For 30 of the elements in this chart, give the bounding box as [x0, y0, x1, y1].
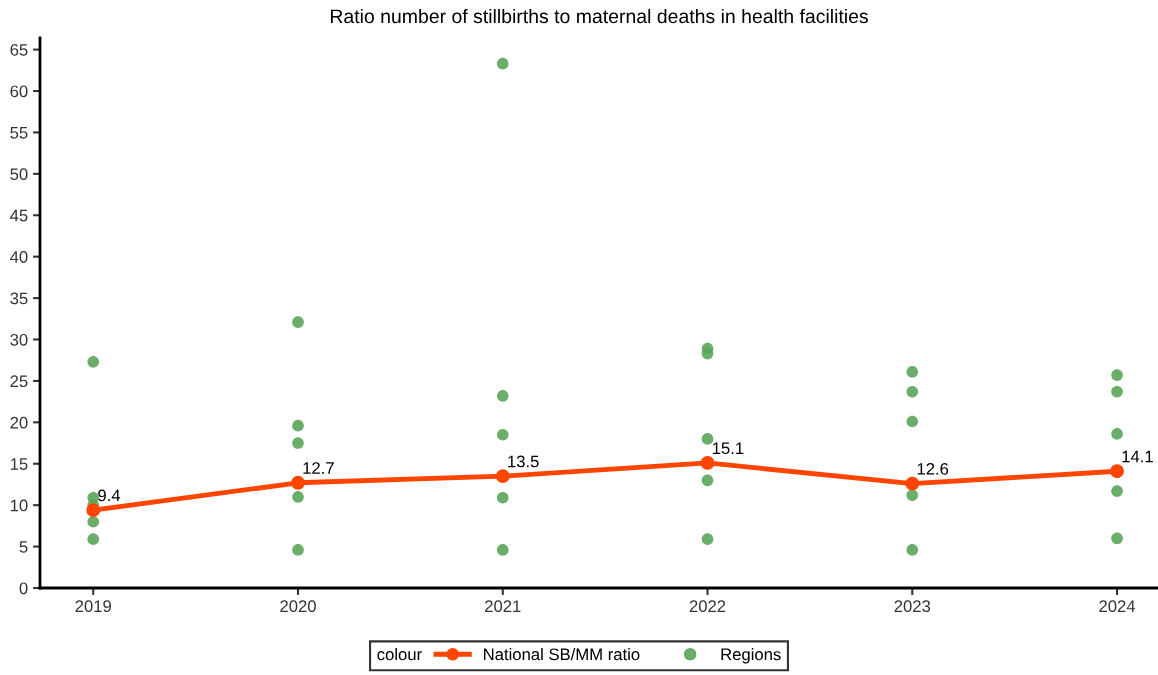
legend-label: Regions [721, 648, 781, 664]
y-tick-label: 65 [10, 44, 28, 56]
data-label: 12.6 [917, 462, 949, 475]
x-tick-label: 2022 [689, 600, 726, 613]
y-tick-label: 30 [10, 333, 28, 346]
y-tick-label: 45 [10, 209, 28, 222]
y-tick-label: 20 [10, 416, 28, 429]
y-tick-label: 10 [10, 499, 28, 512]
x-tick-label: 2024 [1099, 600, 1136, 613]
y-tick-label: 50 [10, 168, 28, 181]
x-tick-label: 2020 [280, 600, 316, 613]
chart-title: Ratio number of stillbirths to maternal deaths in health facilities [330, 8, 868, 24]
y-tick-label: 40 [10, 251, 28, 263]
y-tick-label: 5 [19, 541, 28, 553]
data-label: 12.7 [303, 462, 334, 474]
legend-title: colour [377, 648, 422, 661]
x-tick-label: 2023 [894, 600, 931, 613]
legend-label: National SB/MM ratio [484, 648, 640, 661]
y-tick-label: 15 [10, 458, 28, 470]
data-label: 15.1 [712, 442, 744, 455]
x-tick-label: 2019 [75, 600, 111, 613]
y-tick-label: 35 [10, 292, 28, 305]
data-label: 9.4 [98, 489, 121, 502]
data-label: 13.5 [508, 455, 539, 468]
x-tick-label: 2021 [485, 600, 521, 613]
y-tick-label: 0 [19, 582, 28, 595]
y-tick-label: 60 [10, 85, 28, 98]
data-label: 14.1 [1122, 450, 1153, 463]
y-tick-label: 25 [10, 375, 28, 388]
y-tick-label: 55 [10, 127, 28, 139]
